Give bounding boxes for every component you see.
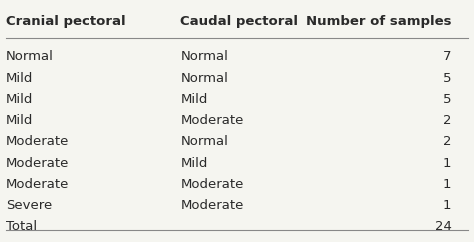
Text: Moderate: Moderate xyxy=(181,178,244,191)
Text: 5: 5 xyxy=(443,93,451,106)
Text: Mild: Mild xyxy=(181,157,208,170)
Text: Number of samples: Number of samples xyxy=(306,15,451,28)
Text: Moderate: Moderate xyxy=(6,157,70,170)
Text: Moderate: Moderate xyxy=(6,178,70,191)
Text: Normal: Normal xyxy=(181,72,228,85)
Text: Cranial pectoral: Cranial pectoral xyxy=(6,15,126,28)
Text: Mild: Mild xyxy=(6,114,34,127)
Text: 2: 2 xyxy=(443,114,451,127)
Text: 7: 7 xyxy=(443,50,451,63)
Text: Moderate: Moderate xyxy=(181,199,244,212)
Text: Caudal pectoral: Caudal pectoral xyxy=(181,15,299,28)
Text: Normal: Normal xyxy=(181,135,228,148)
Text: Total: Total xyxy=(6,220,37,233)
Text: 1: 1 xyxy=(443,178,451,191)
Text: Normal: Normal xyxy=(6,50,54,63)
Text: Moderate: Moderate xyxy=(181,114,244,127)
Text: 2: 2 xyxy=(443,135,451,148)
Text: 24: 24 xyxy=(435,220,451,233)
Text: Severe: Severe xyxy=(6,199,52,212)
Text: 1: 1 xyxy=(443,157,451,170)
Text: 5: 5 xyxy=(443,72,451,85)
Text: Mild: Mild xyxy=(6,93,34,106)
Text: Mild: Mild xyxy=(6,72,34,85)
Text: Mild: Mild xyxy=(181,93,208,106)
Text: 1: 1 xyxy=(443,199,451,212)
Text: Moderate: Moderate xyxy=(6,135,70,148)
Text: Normal: Normal xyxy=(181,50,228,63)
